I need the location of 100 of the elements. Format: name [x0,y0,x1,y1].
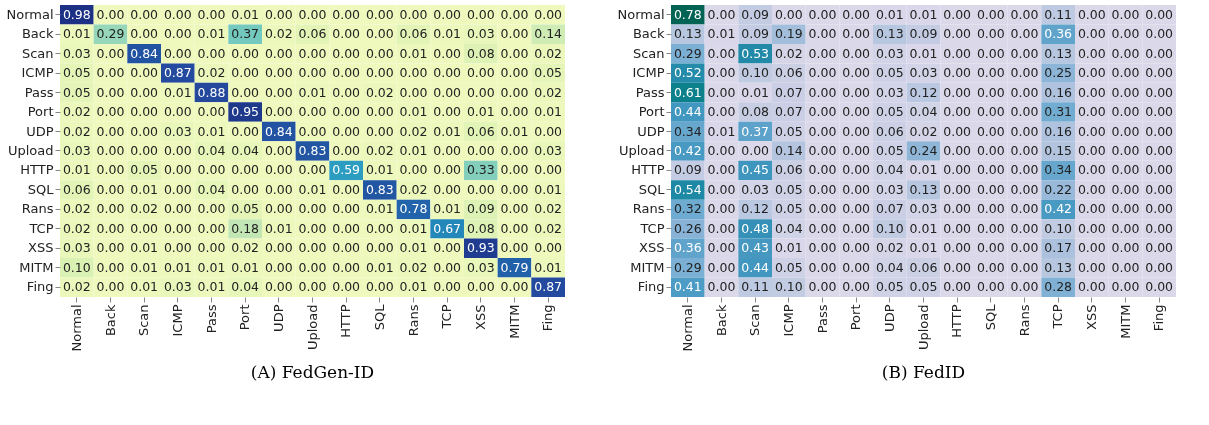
data-label: 0.00 [1077,104,1106,120]
data-label: 0.00 [264,104,293,120]
data-label: 0.05 [875,279,904,295]
y-tick-label: Upload [618,143,665,158]
data-label: 0.05 [909,279,938,295]
data-label: 0.05 [875,65,904,81]
data-label: 0.00 [976,123,1005,139]
data-label: 0.01 [231,259,260,275]
data-label: 0.00 [231,45,260,61]
data-label: 0.00 [433,279,462,295]
data-label: 0.00 [943,123,972,139]
data-label: 0.00 [466,6,495,22]
data-label: 0.00 [500,6,529,22]
data-label: 0.06 [466,123,495,139]
data-label: 0.00 [1010,259,1039,275]
data-label: 0.00 [433,45,462,61]
data-label: 0.01 [130,279,159,295]
data-label: 0.02 [62,220,91,236]
y-tick-label: Pass [635,84,665,100]
data-label: 0.05 [62,84,91,100]
data-label: 0.09 [741,26,770,42]
data-label: 0.83 [298,143,327,158]
data-label: 0.00 [399,84,428,100]
data-label: 0.15 [1044,143,1073,158]
data-label: 0.01 [534,259,563,275]
x-tick-label: Upload [915,304,931,351]
data-label: 0.42 [673,143,702,158]
data-label: 0.88 [197,84,226,100]
x-tick-label: Port [237,304,253,331]
data-label: 0.00 [96,65,125,81]
y-tick-label: TCP [28,220,54,236]
data-label: 0.00 [365,6,394,22]
data-label: 0.01 [909,45,938,61]
y-tick-label: Scan [632,45,665,61]
data-label: 0.01 [433,201,462,217]
data-label: 0.00 [332,26,361,42]
data-label: 0.00 [96,201,125,217]
data-label: 0.03 [62,143,91,158]
data-label: 0.00 [1077,201,1106,217]
data-label: 0.04 [875,162,904,178]
data-label: 0.06 [774,162,803,178]
data-label: 0.00 [976,162,1005,178]
data-label: 0.05 [130,162,159,178]
data-label: 0.00 [534,123,563,139]
data-label: 0.02 [909,123,938,139]
x-tick-label: HTTP [338,304,354,338]
data-label: 0.00 [500,279,529,295]
data-label: 0.00 [433,162,462,178]
data-label: 0.00 [1111,84,1140,100]
data-label: 0.00 [808,279,837,295]
data-label: 0.00 [96,240,125,256]
data-label: 0.01 [231,6,260,22]
data-label: 0.01 [365,162,394,178]
data-label: 0.00 [96,279,125,295]
data-label: 0.10 [774,279,803,295]
y-tick-label: TCP [639,220,665,236]
data-label: 0.16 [1044,123,1073,139]
data-label: 0.00 [1145,104,1174,120]
data-label: 0.01 [433,123,462,139]
data-label: 0.00 [298,65,327,81]
data-label: 0.00 [365,220,394,236]
data-label: 0.00 [332,65,361,81]
data-label: 0.05 [774,201,803,217]
data-label: 0.09 [673,162,702,178]
data-label: 0.32 [673,201,702,217]
data-label: 0.12 [741,201,770,217]
data-label: 0.02 [875,240,904,256]
data-label: 0.00 [500,240,529,256]
data-label: 0.00 [943,143,972,158]
data-label: 0.01 [399,240,428,256]
x-tick-label: Rans [405,304,421,337]
data-label: 0.00 [1145,26,1174,42]
data-label: 0.00 [943,104,972,120]
data-label: 0.01 [741,84,770,100]
data-label: 0.00 [842,279,871,295]
data-label: 0.03 [534,143,563,158]
data-label: 0.02 [534,201,563,217]
data-label: 0.00 [707,181,736,197]
data-label: 0.48 [741,220,770,236]
y-tick-label: UDP [26,123,54,139]
data-label: 0.00 [130,65,159,81]
data-label: 0.00 [1145,181,1174,197]
data-label: 0.00 [774,6,803,22]
data-label: 0.02 [534,45,563,61]
data-label: 0.93 [466,240,495,256]
data-label: 0.00 [976,65,1005,81]
data-label: 0.00 [466,181,495,197]
data-label: 0.08 [466,220,495,236]
data-label: 0.05 [774,123,803,139]
data-label: 0.22 [1044,181,1073,197]
data-label: 0.00 [1145,162,1174,178]
data-label: 0.03 [62,240,91,256]
data-label: 0.00 [707,104,736,120]
data-label: 0.00 [332,279,361,295]
data-label: 0.00 [1077,279,1106,295]
data-label: 0.00 [332,123,361,139]
data-label: 0.01 [197,26,226,42]
x-tick-label: Scan [136,304,152,337]
data-label: 0.00 [197,162,226,178]
y-tick-label: Port [638,104,665,120]
